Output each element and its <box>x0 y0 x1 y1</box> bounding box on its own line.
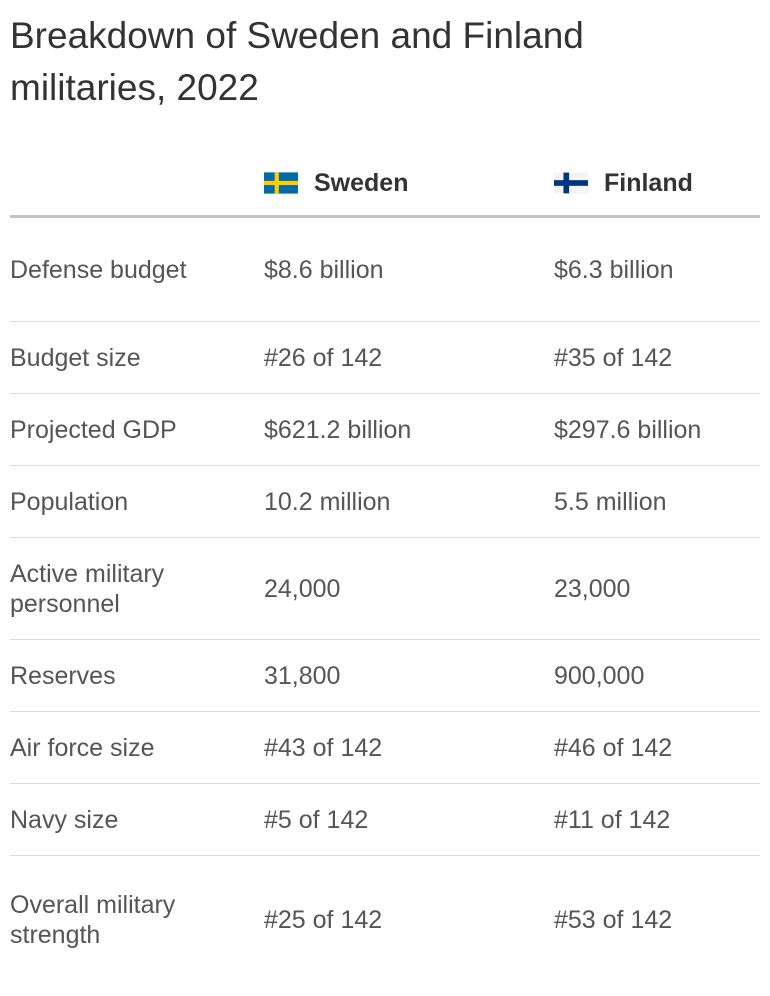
table-row: Reserves 31,800 900,000 <box>10 640 760 712</box>
table-header: Sweden Finland <box>10 152 760 218</box>
row-label: Navy size <box>10 805 119 834</box>
finland-value: $297.6 billion <box>554 415 702 444</box>
sweden-value: 24,000 <box>264 574 341 603</box>
finland-value: #46 of 142 <box>554 733 673 762</box>
table-row: Projected GDP $621.2 billion $297.6 bill… <box>10 394 760 466</box>
row-label: Active military personnel <box>10 559 165 618</box>
finland-value: 23,000 <box>554 574 631 603</box>
finland-flag-icon <box>554 172 588 194</box>
table-row: Defense budget $8.6 billion $6.3 billion <box>10 218 760 322</box>
table-row: Navy size #5 of 142 #11 of 142 <box>10 784 760 856</box>
sweden-value: #26 of 142 <box>264 343 383 372</box>
column-header-sweden: Sweden <box>264 166 408 200</box>
table-row: Overall military strength #25 of 142 #53… <box>10 856 760 984</box>
row-label: Reserves <box>10 661 116 690</box>
column-header-label: Finland <box>604 168 693 197</box>
row-label: Projected GDP <box>10 415 177 444</box>
finland-value: #53 of 142 <box>554 906 673 934</box>
table-body: Defense budget $8.6 billion $6.3 billion… <box>10 218 760 984</box>
sweden-value: $8.6 billion <box>264 255 384 284</box>
row-label: Overall military strength <box>10 891 176 949</box>
finland-value: $6.3 billion <box>554 255 674 284</box>
row-label: Air force size <box>10 733 155 762</box>
table-row: Budget size #26 of 142 #35 of 142 <box>10 322 760 394</box>
sweden-value: 31,800 <box>264 661 341 690</box>
column-header-finland: Finland <box>554 166 693 200</box>
table-row: Air force size #43 of 142 #46 of 142 <box>10 712 760 784</box>
sweden-value: $621.2 billion <box>264 415 412 444</box>
sweden-value: 10.2 million <box>264 487 391 516</box>
finland-value: #11 of 142 <box>554 805 671 834</box>
finland-value: 5.5 million <box>554 487 667 516</box>
row-label: Population <box>10 487 129 516</box>
finland-value: #35 of 142 <box>554 343 673 372</box>
row-label: Budget size <box>10 343 141 372</box>
sweden-flag-icon <box>264 172 298 194</box>
row-label: Defense budget <box>10 255 187 284</box>
sweden-value: #43 of 142 <box>264 733 383 762</box>
page-title: Breakdown of Sweden and Finland militari… <box>10 15 584 108</box>
column-header-label: Sweden <box>314 168 409 197</box>
sweden-value: #5 of 142 <box>264 805 369 834</box>
table-row: Active military personnel 24,000 23,000 <box>10 538 760 640</box>
finland-value: 900,000 <box>554 661 645 690</box>
sweden-value: #25 of 142 <box>264 906 383 934</box>
table-row: Population 10.2 million 5.5 million <box>10 466 760 538</box>
